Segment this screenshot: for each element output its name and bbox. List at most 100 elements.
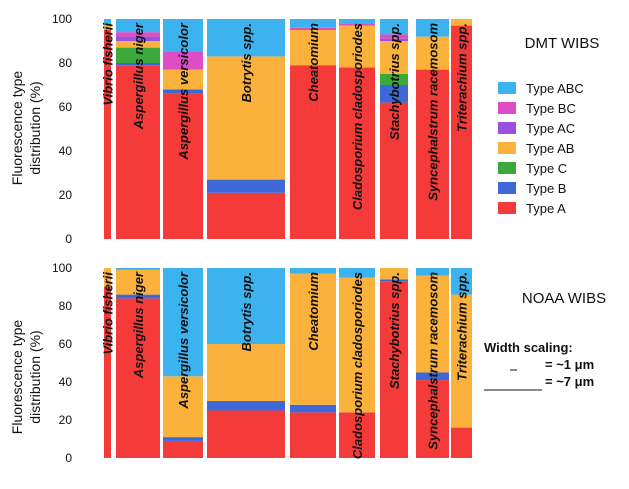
bar-segment-type-bc xyxy=(163,52,203,70)
bar-segment-type-a xyxy=(380,281,408,458)
legend-label: Type AB xyxy=(526,141,574,156)
bar-segment-type-a xyxy=(416,69,449,239)
bar-segment-type-b xyxy=(207,401,285,411)
bar-6: Cladosporium cladosporiodes xyxy=(339,268,375,459)
bar-segment-type-ab xyxy=(116,41,160,48)
panel-1-ytick-label: 60 xyxy=(59,100,73,114)
panel-2-ylabel-line2: distribution (%) xyxy=(27,330,43,423)
legend-swatch-type-b xyxy=(498,182,516,194)
bar-segment-type-abc xyxy=(290,19,336,28)
panel-1-ylabel: Fluorescence type distribution (%) xyxy=(9,71,43,186)
bar-segment-type-ab xyxy=(207,56,285,180)
bar-6: Cladosporium cladosporiodes xyxy=(339,19,375,240)
bar-segment-type-a xyxy=(290,65,336,239)
bar-segment-type-a xyxy=(290,412,336,458)
bar-segment-type-abc xyxy=(116,268,160,270)
legend-swatch-type-abc xyxy=(498,82,516,94)
bar-9: Triterachium spp. xyxy=(451,19,472,239)
bar-label: Vibrio fisherii xyxy=(101,272,116,355)
bar-segment-type-b xyxy=(416,372,449,381)
width-scale-small-label: = ~1 μm xyxy=(545,357,594,372)
bar-segment-type-ab xyxy=(339,277,375,413)
bar-7: Stachybotrius spp. xyxy=(380,19,408,239)
bar-3: Aspergillus versicolor xyxy=(163,19,203,239)
panel-1-ylabel-line2: distribution (%) xyxy=(27,81,43,174)
bar-8: Syncephalstrum racemosom xyxy=(416,268,449,458)
bar-segment-type-a xyxy=(116,298,160,458)
panel-2-ylabel: Fluorescence type distribution (%) xyxy=(9,320,43,435)
bar-segment-type-b xyxy=(116,63,160,66)
bar-label: Botrytis spp. xyxy=(239,272,254,351)
bar-segment-type-ab xyxy=(163,69,203,90)
bar-label: Cheatomium xyxy=(306,272,321,351)
bar-segment-type-a xyxy=(104,287,111,458)
bar-label: Cladosporium cladosporiodes xyxy=(350,23,365,210)
bar-segment-type-ab xyxy=(416,36,449,70)
bar-segment-type-a xyxy=(339,67,375,240)
bar-segment-type-ac xyxy=(116,36,160,41)
bar-segment-type-bc xyxy=(380,34,408,39)
bar-segment-type-abc xyxy=(207,19,285,57)
bar-segment-type-b xyxy=(116,294,160,299)
panel-2-ytick-label: 20 xyxy=(59,413,73,427)
bar-segment-type-abc xyxy=(207,268,285,344)
bar-label: Aspergillus niger xyxy=(131,22,146,130)
bar-2: Aspergillus niger xyxy=(116,268,160,458)
bar-segment-type-abc xyxy=(416,268,449,276)
bar-label: Vibrio fisherii xyxy=(101,23,116,106)
bar-segment-type-b xyxy=(163,89,203,94)
bar-segment-type-abc xyxy=(339,268,375,278)
width-scaling-key: Width scaling: = ~1 μm = ~7 μm xyxy=(484,340,594,391)
legend-swatch-type-ac xyxy=(498,122,516,134)
bar-segment-type-ab xyxy=(451,19,472,26)
bar-segment-type-b xyxy=(380,279,408,282)
bar-7: Stachybotrius spp. xyxy=(380,268,408,458)
bar-segment-type-ab xyxy=(380,268,408,280)
bar-segment-type-ab xyxy=(104,268,111,287)
panel-2-title: NOAA WIBS xyxy=(522,290,606,307)
bar-segment-type-abc xyxy=(104,19,111,26)
bar-segment-type-ab xyxy=(290,30,336,66)
bar-1: Vibrio fisherii xyxy=(101,268,116,458)
legend-swatch-type-a xyxy=(498,202,516,214)
bar-label: Triterachium spp. xyxy=(455,23,470,132)
bar-segment-type-a xyxy=(116,65,160,239)
bar-segment-type-abc xyxy=(163,268,203,377)
bar-label: Stachybotrius spp. xyxy=(387,272,402,389)
bar-1: Vibrio fisherii xyxy=(101,19,116,239)
width-scaling-title: Width scaling: xyxy=(484,340,573,355)
bar-segment-type-bc xyxy=(339,23,375,26)
bar-segment-type-abc xyxy=(290,268,336,274)
legend-label: Type A xyxy=(526,201,566,216)
bar-segment-type-ab xyxy=(380,41,408,74)
panel-1-ylabel-line1: Fluorescence type xyxy=(9,71,25,186)
legend-swatch-type-ab xyxy=(498,142,516,154)
bar-9: Triterachium spp. xyxy=(451,268,472,458)
panel-2-ytick-label: 0 xyxy=(65,451,72,465)
panel-1-ytick-label: 40 xyxy=(59,144,73,158)
bar-3: Aspergillus versicolor xyxy=(163,268,203,458)
width-scale-large-label: = ~7 μm xyxy=(545,374,594,389)
bar-segment-type-abc xyxy=(339,19,375,24)
bar-segment-type-ab xyxy=(116,269,160,295)
bar-segment-type-ab xyxy=(416,275,449,373)
bar-segment-type-b xyxy=(290,404,336,413)
panel-2-ytick-label: 60 xyxy=(59,337,73,351)
legend-label: Type AC xyxy=(526,121,575,136)
bar-segment-type-abc xyxy=(380,19,408,35)
bar-label: Cladosporium cladosporiodes xyxy=(350,272,365,459)
bar-label: Cheatomium xyxy=(306,23,321,102)
bar-label: Aspergillus niger xyxy=(131,271,146,379)
bar-segment-type-abc xyxy=(163,19,203,52)
legend-label: Type B xyxy=(526,181,566,196)
panel-2-ytick-label: 40 xyxy=(59,375,73,389)
bar-4: Botrytis spp. xyxy=(207,19,285,239)
bar-segment-type-b xyxy=(207,179,285,193)
bar-label: Syncephalstrum racemosom xyxy=(426,23,441,201)
bar-4: Botrytis spp. xyxy=(207,268,285,458)
bar-segment-type-a xyxy=(104,30,111,239)
bar-segment-type-ab xyxy=(104,25,111,30)
bar-segment-type-abc xyxy=(116,19,160,33)
panel-1-ytick-label: 100 xyxy=(52,12,72,26)
bar-segment-type-ac xyxy=(380,38,408,41)
